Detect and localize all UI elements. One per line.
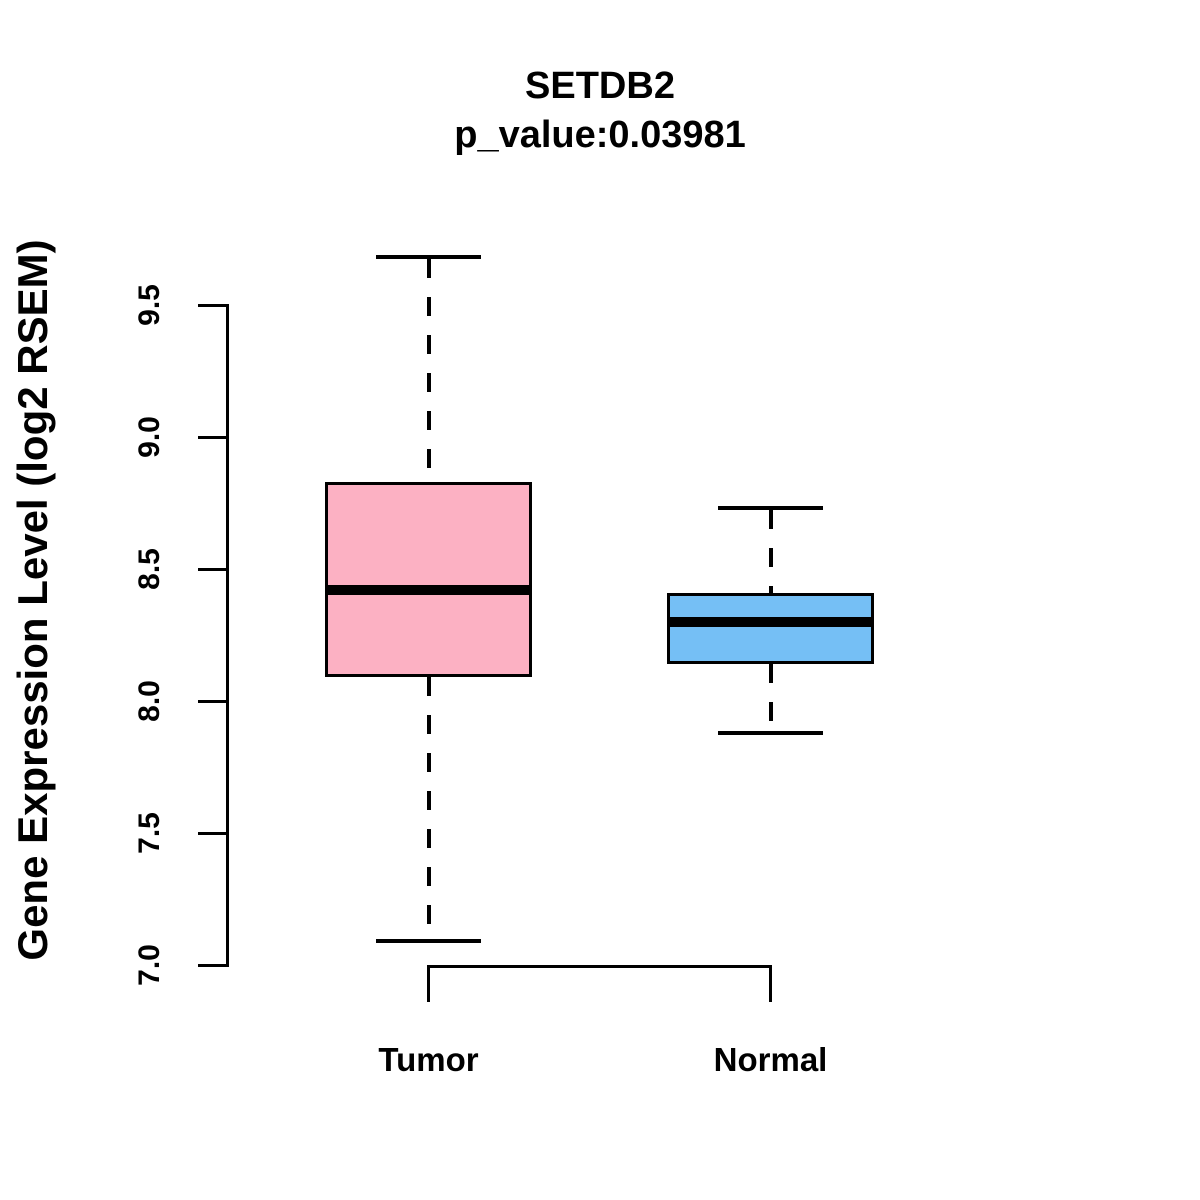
upper-whisker-cap-normal [718,506,823,511]
y-axis-tick-label: 7.0 [133,944,166,986]
box-tumor [325,481,532,678]
median-line-normal [667,616,874,627]
chart-title: SETDB2 [525,65,675,107]
group-label-tumor: Tumor [378,1041,479,1078]
median-line-tumor [325,585,532,596]
lower-whisker-normal [768,664,773,731]
group-label-normal: Normal [713,1041,828,1078]
lower-whisker-tumor [426,677,431,940]
y-axis-line [226,303,229,967]
y-axis-tick-label: 9.0 [133,416,166,458]
y-axis-tick-label: 9.5 [133,284,166,326]
title-block: SETDB2 p_value:0.03981 [0,62,1200,160]
lower-whisker-cap-normal [718,730,823,735]
y-axis-tick-label: 7.5 [133,812,166,854]
lower-whisker-cap-tumor [376,939,481,944]
y-axis-tick [198,567,226,571]
y-axis-tick [198,831,226,835]
y-axis-tick [198,963,226,967]
x-axis-tick [769,965,772,1002]
x-axis-tick [427,965,430,1002]
y-axis-tick-label: 8.0 [133,680,166,722]
upper-whisker-normal [768,510,773,593]
upper-whisker-tumor [426,259,431,482]
y-axis-tick [198,303,226,307]
chart-subtitle: p_value:0.03981 [454,114,746,156]
y-axis-tick-label: 8.5 [133,548,166,590]
y-axis-tick [198,699,226,703]
y-axis-tick [198,435,226,439]
x-axis-line [427,965,772,968]
upper-whisker-cap-tumor [376,255,481,260]
box-normal [667,592,874,665]
